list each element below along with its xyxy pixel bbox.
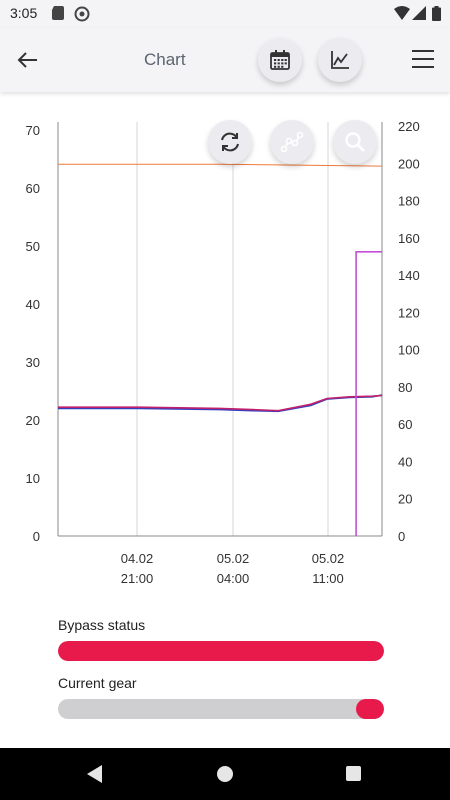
y-right-tick-label: 140 [398,268,420,283]
data-points-button[interactable] [270,120,314,164]
nav-home-icon[interactable] [217,766,233,782]
back-button[interactable] [12,44,44,76]
page-title: Chart [144,50,186,69]
series-line-4 [355,251,382,536]
data-points-icon [280,131,304,153]
line-chart-icon [331,51,349,69]
menu-button[interactable] [410,46,436,72]
current-gear-fill [355,699,384,719]
y-right-tick-label: 40 [398,454,412,469]
y-right-tick-label: 60 [398,417,412,432]
y-left-tick-label: 40 [26,297,40,312]
app-bar: Chart [0,28,450,92]
x-tick-label-date: 05.02 [217,551,250,566]
calendar-button[interactable] [258,38,302,82]
arrow-left-icon [17,52,37,68]
y-right-tick-label: 180 [398,194,420,209]
y-left-tick-label: 60 [26,181,40,196]
series-line-1 [58,163,383,167]
refresh-icon [221,132,239,152]
y-right-tick-label: 160 [398,231,420,246]
y-left-tick-label: 0 [33,529,40,544]
hamburger-menu-icon [412,50,434,68]
bypass-status-bar [58,641,384,661]
sd-card-icon [52,6,64,23]
status-bar: 3:05 [0,0,450,28]
x-tick-label-date: 04.02 [121,551,154,566]
series-line-3 [58,394,383,412]
bypass-status-fill [58,641,384,661]
signal-icon [412,6,426,23]
chart-type-button[interactable] [318,38,362,82]
nav-recents-icon[interactable] [346,766,361,781]
nav-back-icon[interactable] [87,765,103,783]
y-left-tick-label: 10 [26,471,40,486]
x-tick-label-date: 05.02 [312,551,345,566]
current-gear-section: Current gear [58,675,384,719]
system-nav-bar [0,748,450,800]
x-tick-label-time: 11:00 [312,571,344,586]
x-tick-label-time: 04:00 [217,571,250,586]
current-gear-label: Current gear [58,675,137,691]
y-right-tick-label: 200 [398,156,420,171]
battery-icon [432,6,441,24]
x-tick-label-time: 21:00 [121,571,154,586]
y-left-tick-label: 30 [26,355,40,370]
y-right-tick-label: 80 [398,380,412,395]
y-right-tick-label: 0 [398,529,405,544]
y-right-tick-label: 20 [398,492,412,507]
chart-area: 0 10 20 30 40 50 60 70 0 20 40 60 80 100 120 140 160 180 2… [0,92,450,592]
y-right-tick-label: 220 [398,119,420,134]
search-zoom-icon [345,132,365,152]
y-left-tick-label: 50 [26,239,40,254]
y-right-tick-label: 120 [398,305,420,320]
bypass-status-label: Bypass status [58,617,146,633]
line-chart[interactable]: 0 10 20 30 40 50 60 70 0 20 40 60 80 100 120 140 160 180 2… [0,92,450,592]
bypass-status-section: Bypass status [58,617,384,661]
refresh-button[interactable] [208,120,252,164]
y-right-tick-label: 100 [398,343,420,358]
current-gear-bar [58,699,384,719]
zoom-button[interactable] [333,120,377,164]
status-time: 3:05 [10,5,38,21]
y-left-tick-label: 70 [26,123,40,138]
wifi-icon [394,6,410,23]
calendar-icon [270,50,290,70]
data-saver-icon [74,6,90,25]
y-left-tick-label: 20 [26,413,40,428]
